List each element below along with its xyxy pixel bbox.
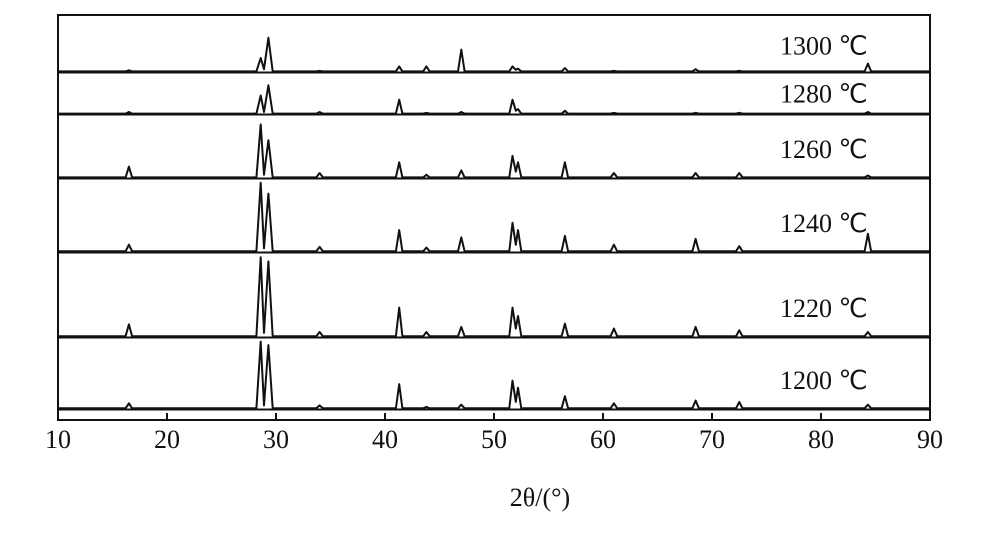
xrd-trace: [58, 181, 930, 253]
x-tick-label: 60: [590, 425, 616, 454]
x-tick-label: 30: [263, 425, 289, 454]
series-label: 1220 ℃: [780, 294, 868, 323]
x-tick-label: 40: [372, 425, 398, 454]
x-tick-label: 70: [699, 425, 725, 454]
x-tick-label: 10: [45, 425, 71, 454]
x-tick-label: 90: [917, 425, 943, 454]
series-label: 1200 ℃: [780, 366, 868, 395]
x-tick-label: 80: [808, 425, 834, 454]
xrd-trace: [58, 340, 930, 410]
x-axis-label: 2θ/(°): [510, 483, 570, 512]
series-label: 1280 ℃: [780, 80, 868, 109]
xrd-trace: [58, 123, 930, 179]
x-tick-label: 20: [154, 425, 180, 454]
xrd-trace: [58, 256, 930, 338]
xrd-trace: [58, 36, 930, 73]
x-tick-label: 50: [481, 425, 507, 454]
series-label: 1240 ℃: [780, 209, 868, 238]
series-label: 1260 ℃: [780, 135, 868, 164]
series-label: 1300 ℃: [780, 31, 868, 60]
xrd-trace: [58, 84, 930, 115]
